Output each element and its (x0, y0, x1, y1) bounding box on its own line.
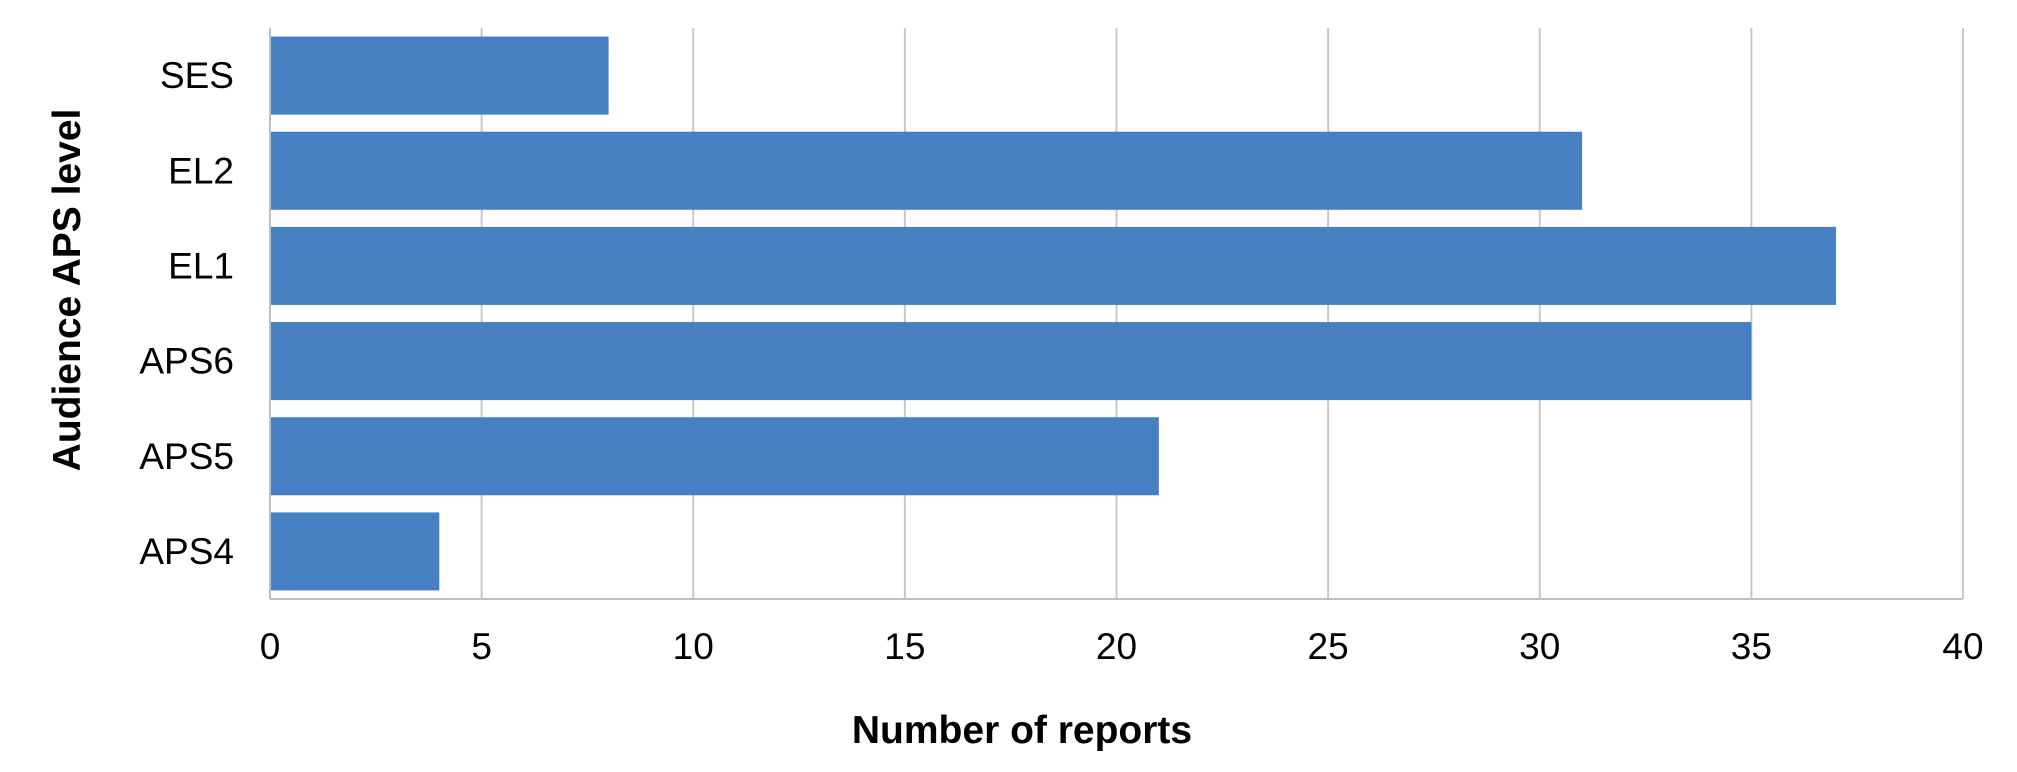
x-tick-label-30: 30 (1519, 626, 1560, 667)
x-tick-label-40: 40 (1942, 626, 1983, 667)
y-tick-labels: SES EL2 EL1 APS6 APS5 APS4 (139, 55, 234, 572)
x-tick-label-25: 25 (1308, 626, 1349, 667)
x-axis-title: Number of reports (852, 709, 1192, 752)
x-tick-label-5: 5 (471, 626, 492, 667)
y-tick-label-el1: EL1 (168, 245, 234, 286)
bar-el1 (270, 226, 1837, 305)
x-tick-label-15: 15 (884, 626, 925, 667)
y-tick-label-aps4: APS4 (139, 531, 234, 572)
bar-aps5 (270, 417, 1159, 496)
bar-aps4 (270, 512, 440, 591)
bars (270, 36, 1837, 591)
y-tick-label-ses: SES (160, 55, 234, 96)
y-tick-label-aps6: APS6 (139, 341, 234, 382)
gridlines (480, 28, 1964, 599)
bar-aps6 (270, 322, 1752, 401)
x-tick-label-10: 10 (673, 626, 714, 667)
y-axis-title: Audience APS level (46, 109, 89, 472)
bar-el2 (270, 131, 1583, 210)
x-tick-labels: 0 5 10 15 20 25 30 35 40 (260, 626, 1984, 667)
x-tick-label-0: 0 (260, 626, 281, 667)
y-tick-label-el2: EL2 (168, 150, 234, 191)
bar-ses (270, 36, 609, 115)
y-tick-label-aps5: APS5 (139, 436, 234, 477)
x-tick-label-20: 20 (1096, 626, 1137, 667)
x-tick-label-35: 35 (1731, 626, 1772, 667)
